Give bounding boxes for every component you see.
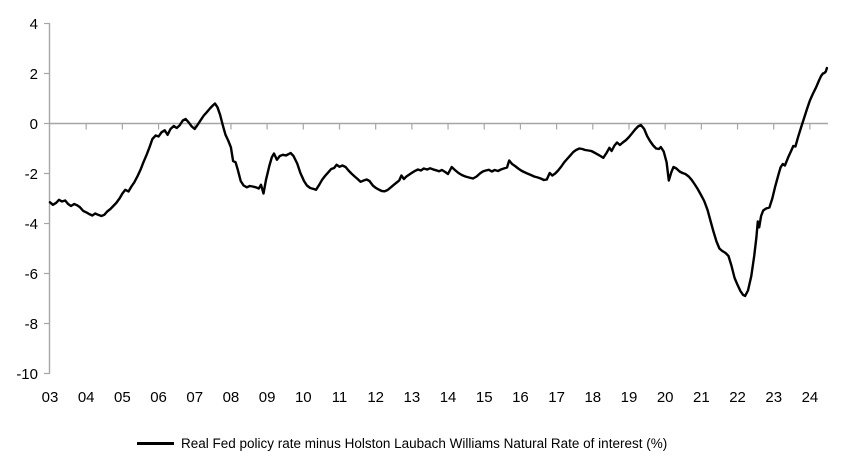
legend-line-swatch [137,441,174,445]
x-tick-label: 09 [259,389,276,406]
x-tick-label: 15 [476,389,493,406]
x-tick-label: 17 [548,389,565,406]
y-tick-label: -8 [25,316,38,333]
x-tick-label: 10 [295,389,312,406]
x-tick-label: 11 [332,389,348,406]
x-tick-label: 06 [150,389,167,406]
x-tick-label: 18 [584,389,601,406]
y-tick-label: 4 [30,16,38,33]
x-tick-label: 03 [42,389,59,406]
x-tick-label: 24 [802,389,819,406]
x-tick-label: 19 [621,389,638,406]
y-tick-label: -6 [25,266,38,283]
x-tick-label: 13 [404,389,421,406]
x-tick-label: 20 [657,389,674,406]
x-tick-label: 07 [186,389,203,406]
x-tick-label: 23 [765,389,782,406]
x-tick-label: 21 [693,389,710,406]
x-tick-label: 04 [78,389,95,406]
legend-label: Real Fed policy rate minus Holston Lauba… [181,435,668,451]
legend: Real Fed policy rate minus Holston Lauba… [137,435,667,451]
y-tick-label: -2 [25,166,38,183]
x-tick-label: 16 [512,389,529,406]
y-tick-label: 2 [30,66,38,83]
y-tick-label: 0 [30,116,38,133]
x-tick-label: 05 [114,389,131,406]
x-tick-label: 12 [367,389,384,406]
x-tick-label: 22 [729,389,746,406]
data-line [48,66,829,298]
x-tick-label: 08 [223,389,240,406]
x-tick-label: 14 [440,389,457,406]
y-tick-label: -4 [25,216,38,233]
y-tick-label: -10 [16,366,38,383]
